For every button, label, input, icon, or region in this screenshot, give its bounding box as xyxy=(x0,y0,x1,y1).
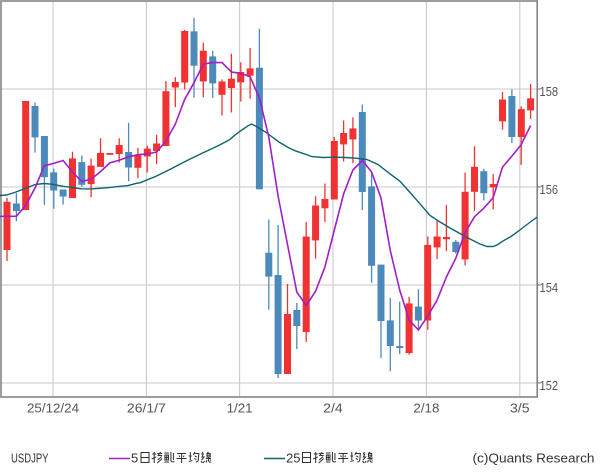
svg-text:1/21: 1/21 xyxy=(227,401,253,416)
svg-text:2/4: 2/4 xyxy=(323,401,343,416)
svg-text:25: 25 xyxy=(286,451,300,466)
svg-text:154: 154 xyxy=(540,280,559,295)
svg-text:152: 152 xyxy=(540,378,559,393)
svg-text:(c)Quants Research: (c)Quants Research xyxy=(473,451,595,466)
svg-text:158: 158 xyxy=(540,84,559,99)
svg-text:5: 5 xyxy=(131,451,138,466)
svg-text:2/18: 2/18 xyxy=(413,401,439,416)
svg-text:USDJPY: USDJPY xyxy=(11,451,49,466)
svg-text:25/12/24: 25/12/24 xyxy=(27,401,79,416)
svg-text:156: 156 xyxy=(540,182,559,197)
svg-text:26/1/7: 26/1/7 xyxy=(127,401,166,416)
svg-text:3/5: 3/5 xyxy=(510,401,530,416)
